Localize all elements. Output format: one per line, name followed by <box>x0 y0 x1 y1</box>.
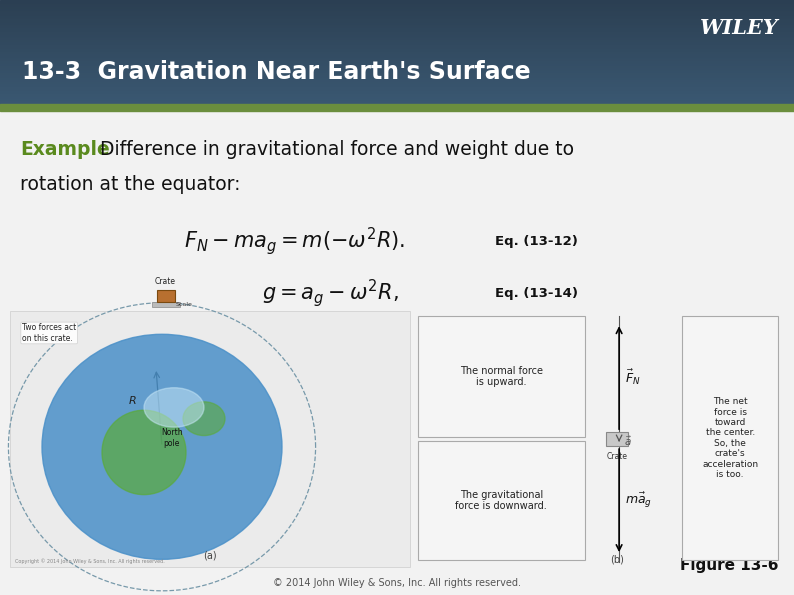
Bar <box>682 317 778 560</box>
Text: Scale: Scale <box>175 302 192 307</box>
Bar <box>0 57 794 59</box>
Text: R: R <box>129 396 136 406</box>
Bar <box>0 97 794 99</box>
Bar <box>152 302 179 307</box>
Bar <box>0 26 794 28</box>
Bar <box>0 48 794 51</box>
Bar <box>0 33 794 35</box>
Bar <box>0 104 794 111</box>
Text: Difference in gravitational force and weight due to: Difference in gravitational force and we… <box>88 140 574 159</box>
Bar <box>0 50 794 52</box>
Text: Example: Example <box>20 140 110 159</box>
Bar <box>0 54 794 55</box>
Bar <box>0 59 794 61</box>
Bar <box>0 52 794 54</box>
Bar <box>0 40 794 42</box>
Bar <box>0 15 794 17</box>
Bar <box>418 441 584 560</box>
Bar <box>0 69 794 71</box>
Bar <box>0 43 794 45</box>
Bar <box>0 3 794 5</box>
Bar <box>0 12 794 14</box>
Bar <box>0 24 794 26</box>
Bar <box>0 36 794 38</box>
Text: 13-3  Gravitation Near Earth's Surface: 13-3 Gravitation Near Earth's Surface <box>22 60 530 84</box>
Text: $F_N - ma_g = m(-\omega^2 R).$: $F_N - ma_g = m(-\omega^2 R).$ <box>184 226 406 257</box>
Bar <box>0 85 794 87</box>
Bar <box>0 62 794 64</box>
Bar <box>0 78 794 80</box>
Text: Crate: Crate <box>607 452 627 461</box>
Bar <box>0 5 794 7</box>
Bar <box>0 31 794 33</box>
Text: $g = a_g - \omega^2 R,$: $g = a_g - \omega^2 R,$ <box>262 277 399 309</box>
Bar <box>10 311 410 567</box>
Text: $\vec{a}$: $\vec{a}$ <box>624 434 632 448</box>
Bar <box>0 93 794 95</box>
Bar <box>0 76 794 78</box>
Text: $m\vec{a}_g$: $m\vec{a}_g$ <box>625 491 653 510</box>
Bar <box>0 83 794 85</box>
Bar <box>0 82 794 83</box>
Bar <box>0 99 794 101</box>
Bar <box>0 61 794 62</box>
Ellipse shape <box>102 410 186 494</box>
Text: The normal force
is upward.: The normal force is upward. <box>460 366 543 387</box>
Bar <box>0 8 794 10</box>
Bar <box>0 101 794 102</box>
Text: $\vec{F}_N$: $\vec{F}_N$ <box>625 368 641 387</box>
Bar <box>0 42 794 43</box>
Text: Eq. (13-14): Eq. (13-14) <box>495 287 578 300</box>
Bar <box>0 86 794 89</box>
Bar <box>0 7 794 9</box>
Bar <box>0 88 794 90</box>
Text: The gravitational
force is downward.: The gravitational force is downward. <box>456 490 547 511</box>
Bar <box>0 19 794 21</box>
Text: Crate: Crate <box>155 277 176 286</box>
Bar <box>0 23 794 24</box>
Bar <box>0 73 794 74</box>
Bar <box>0 74 794 76</box>
Bar <box>0 67 794 70</box>
Bar <box>0 17 794 19</box>
Text: (b): (b) <box>610 555 624 565</box>
Text: WILEY: WILEY <box>700 18 779 38</box>
Bar <box>0 102 794 104</box>
Text: The net
force is
toward
the center.
So, the
crate's
acceleration
is too.: The net force is toward the center. So, … <box>702 397 758 479</box>
Text: rotation at the equator:: rotation at the equator: <box>20 175 241 194</box>
Bar <box>0 14 794 15</box>
Bar <box>0 0 794 2</box>
Text: (a): (a) <box>203 551 217 561</box>
Bar <box>0 38 794 40</box>
Bar <box>0 29 794 31</box>
Bar <box>0 71 794 73</box>
Bar <box>0 21 794 23</box>
Ellipse shape <box>42 334 282 559</box>
Bar <box>0 90 794 92</box>
Text: Copyright © 2014 John Wiley & Sons, Inc. All rights reserved.: Copyright © 2014 John Wiley & Sons, Inc.… <box>15 558 164 564</box>
Bar <box>418 317 584 437</box>
Bar <box>156 290 175 302</box>
Text: © 2014 John Wiley & Sons, Inc. All rights reserved.: © 2014 John Wiley & Sons, Inc. All right… <box>273 578 521 588</box>
Bar <box>0 27 794 30</box>
Bar <box>606 432 628 446</box>
Bar <box>0 80 794 82</box>
Bar <box>0 55 794 57</box>
Bar <box>0 95 794 97</box>
Bar <box>0 92 794 93</box>
Bar <box>0 10 794 12</box>
Ellipse shape <box>144 388 204 427</box>
Bar <box>0 65 794 68</box>
Bar <box>0 46 794 49</box>
Bar <box>0 2 794 4</box>
Text: Eq. (13-12): Eq. (13-12) <box>495 235 578 248</box>
Bar <box>0 45 794 47</box>
Bar <box>0 35 794 36</box>
Ellipse shape <box>183 402 225 436</box>
Bar <box>0 64 794 66</box>
Text: Figure 13-6: Figure 13-6 <box>680 558 779 573</box>
Text: Two forces act
on this crate.: Two forces act on this crate. <box>22 323 76 343</box>
Text: North
pole: North pole <box>161 428 183 447</box>
